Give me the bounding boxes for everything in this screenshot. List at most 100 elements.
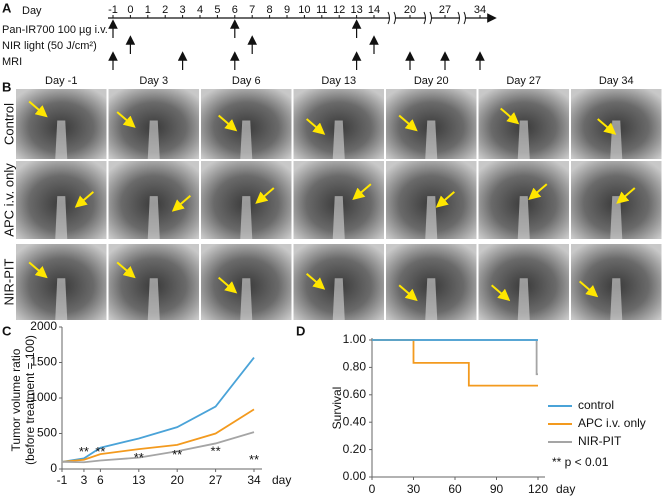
- mri-spine: [55, 120, 68, 159]
- mri-spine: [147, 196, 160, 239]
- mri-spine: [332, 278, 345, 320]
- timeline-tick-label: 5: [214, 4, 220, 16]
- x-tick-label: 30: [407, 482, 421, 496]
- image-column-label: Day 3: [139, 75, 168, 87]
- mri-spine: [425, 196, 438, 239]
- x-axis-label: day: [556, 482, 575, 496]
- x-tick-label: -1: [57, 473, 68, 487]
- panel-label: C: [2, 323, 12, 338]
- timeline-tick-label: 11: [316, 4, 327, 16]
- mri-spine: [240, 120, 253, 159]
- x-axis-label: day: [272, 473, 291, 487]
- timeline-break: [459, 12, 465, 24]
- tumor-arrow: [435, 191, 455, 208]
- timeline-tick-label: 12: [333, 4, 345, 16]
- y-tick-label: 0.40: [343, 414, 367, 428]
- timeline-day-label: Day: [22, 5, 42, 17]
- image-column-label: Day -1: [45, 75, 77, 87]
- annotation: **: [249, 452, 259, 467]
- x-tick-label: 13: [132, 473, 146, 487]
- mri-spine: [332, 196, 345, 239]
- timeline-tick-label: 10: [298, 4, 310, 16]
- y-tick-label: 1000: [30, 390, 57, 404]
- tumor-arrow: [171, 195, 192, 212]
- line-series: [61, 408, 255, 463]
- image-column-label: Day 13: [321, 75, 356, 87]
- tumor-arrow: [28, 100, 48, 118]
- tumor-arrow: [528, 183, 548, 201]
- annotation: **: [172, 447, 182, 462]
- step-series: [372, 339, 538, 376]
- image-column-label: Day 20: [414, 75, 449, 87]
- timeline-tick-label: 27: [439, 4, 451, 16]
- timeline-tick-label: 9: [284, 4, 290, 16]
- tumor-arrow: [305, 118, 326, 135]
- line-series: [61, 431, 255, 464]
- tumor-arrow: [74, 191, 95, 208]
- y-tick-label: 0: [50, 461, 57, 475]
- timeline-tick-label: 2: [162, 4, 168, 16]
- timeline-tick-label: 8: [267, 4, 273, 16]
- step-series: [372, 339, 538, 387]
- y-tick-label: 0.00: [343, 469, 367, 483]
- tumor-arrow: [305, 273, 326, 290]
- timeline-break: [425, 12, 431, 24]
- timeline-break-mark: [423, 11, 432, 25]
- x-tick-label: 60: [448, 482, 462, 496]
- x-tick-label: 90: [490, 482, 504, 496]
- mri-spine: [610, 196, 623, 239]
- tumor-arrow: [578, 280, 599, 298]
- timeline-tick-label: 20: [404, 4, 416, 16]
- panel-label: D: [296, 323, 305, 338]
- y-axis-label: Survival: [330, 387, 344, 430]
- y-tick-label: 0.80: [343, 360, 367, 374]
- timeline-tick-label: 3: [180, 4, 186, 16]
- mri-spine: [147, 278, 160, 320]
- tumor-arrow: [597, 118, 617, 135]
- x-tick-label: 6: [97, 473, 104, 487]
- tumor-arrow: [398, 284, 418, 302]
- y-tick-label: 1500: [30, 355, 57, 369]
- timeline-tick-label: 7: [249, 4, 255, 16]
- timeline-tick-label: 13: [350, 4, 362, 16]
- x-tick-label: 0: [369, 482, 376, 496]
- image-column-label: Day 6: [232, 75, 261, 87]
- timeline-tick-label: 1: [145, 4, 151, 16]
- y-tick-label: 2000: [30, 319, 57, 333]
- panel-label: A: [2, 0, 12, 15]
- timeline-tick-label: 34: [474, 4, 486, 16]
- tumor-arrow: [218, 114, 238, 132]
- x-tick-label: 120: [528, 482, 548, 496]
- x-tick-label: 20: [171, 473, 185, 487]
- y-axis-label: (before treatment = 100): [23, 335, 37, 465]
- tumor-arrow: [116, 261, 136, 279]
- annotation: **: [134, 450, 144, 465]
- tumor-arrow: [116, 111, 136, 128]
- annotation: **: [79, 444, 89, 459]
- timeline-tick-label: 4: [197, 4, 203, 16]
- y-tick-label: 500: [37, 426, 57, 440]
- y-tick-label: 0.20: [343, 442, 367, 456]
- mri-spine: [147, 120, 160, 159]
- mri-spine: [425, 278, 438, 320]
- y-tick-label: 0.60: [343, 387, 367, 401]
- x-tick-label: 27: [209, 473, 223, 487]
- image-column-label: Day 27: [506, 75, 541, 87]
- timeline-row-label: Pan-IR700 100 µg i.v.: [2, 24, 108, 36]
- mri-spine: [240, 196, 253, 239]
- mri-spine: [517, 196, 530, 239]
- tumor-arrow: [490, 284, 511, 302]
- tumor-arrow: [500, 107, 520, 125]
- timeline-break: [389, 12, 395, 24]
- y-axis-label: Tumor volume ratio: [9, 348, 23, 451]
- image-row-label: APC i.v. only: [1, 163, 16, 237]
- y-tick-label: 1.00: [343, 332, 367, 346]
- mri-spine: [610, 278, 623, 320]
- tumor-arrow: [255, 187, 275, 204]
- legend-label: APC i.v. only: [578, 416, 646, 430]
- timeline-break-mark: [387, 11, 396, 25]
- annotation: **: [95, 444, 105, 459]
- mri-spine: [517, 120, 530, 159]
- tumor-arrow: [28, 261, 48, 279]
